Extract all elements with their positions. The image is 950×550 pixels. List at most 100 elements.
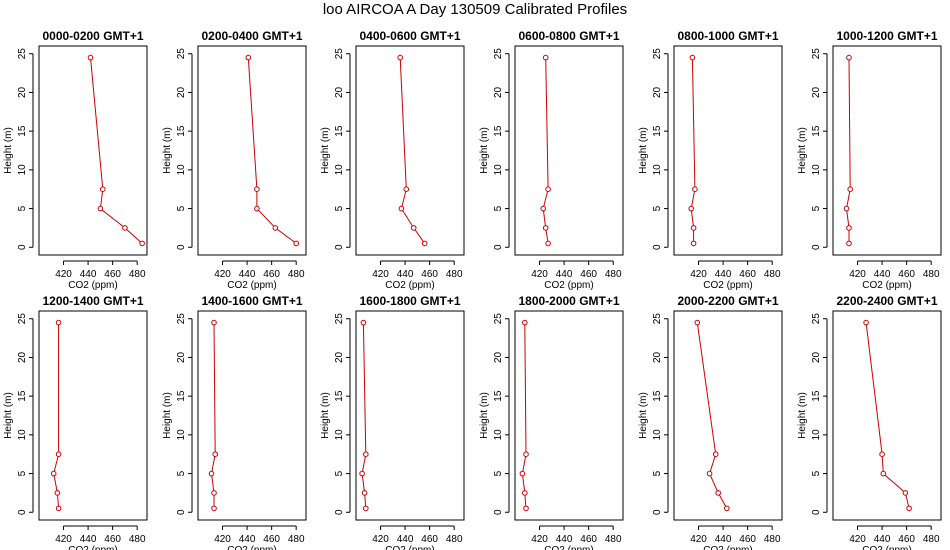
y-tick-label: 15 — [652, 125, 663, 137]
x-axis-label: CO2 (ppm) — [385, 545, 434, 550]
profile-panel: 0000-0200 GMT+1 420 440 460 480 CO2 (ppm) 0 5 10… — [3, 29, 148, 291]
y-tick-label: 15 — [493, 125, 504, 137]
x-tick-label: 420 — [55, 269, 72, 280]
x-tick-label: 480 — [288, 534, 305, 545]
plot-frame — [832, 310, 942, 521]
y-tick-label: 5 — [17, 470, 28, 476]
data-point — [523, 505, 529, 512]
y-tick-label: 15 — [334, 390, 345, 402]
data-point — [398, 205, 405, 212]
y-tick-label: 10 — [493, 429, 504, 441]
data-point — [902, 490, 909, 496]
profile-panel: 1000-1200 GMT+1 420 440 460 480 CO2 (ppm) 0 5 10… — [797, 29, 942, 291]
profile-panel: 0400-0600 GMT+1 420 440 460 480 CO2 (ppm) 0 5 10… — [320, 29, 465, 291]
data-point — [522, 490, 528, 496]
data-point — [879, 451, 885, 458]
x-tick-label: 460 — [580, 534, 597, 545]
x-tick-label: 460 — [104, 269, 121, 280]
data-point — [906, 505, 912, 512]
data-point — [724, 505, 730, 512]
panel-title: 0800-1000 GMT+1 — [677, 29, 778, 43]
y-tick-label: 10 — [652, 164, 663, 176]
y-tick-label: 15 — [176, 125, 187, 137]
panel-title: 1800-2000 GMT+1 — [518, 294, 619, 308]
series-line — [247, 57, 297, 244]
data-point — [50, 470, 57, 477]
x-axis-label: CO2 (ppm) — [68, 280, 117, 291]
data-point — [211, 490, 217, 496]
x-tick-label: 460 — [898, 534, 915, 545]
plot-frame — [514, 310, 624, 521]
series-line — [90, 57, 143, 244]
x-tick-label: 420 — [214, 534, 231, 545]
x-tick-label: 420 — [531, 534, 548, 545]
data-point — [542, 225, 549, 231]
y-tick-label: 25 — [652, 48, 663, 60]
x-tick-label: 440 — [397, 269, 414, 280]
figure-title: loo AIRCOA A Day 130509 Calibrated Profi… — [322, 1, 628, 18]
data-point — [694, 319, 701, 326]
y-axis-label: Height (m) — [638, 392, 649, 439]
profile-panel: 0800-1000 GMT+1 420 440 460 480 CO2 (ppm) 0 5 10… — [638, 29, 783, 291]
y-tick-label: 25 — [811, 313, 822, 325]
panel-title: 1200-1400 GMT+1 — [42, 294, 143, 308]
data-point — [690, 225, 697, 231]
y-tick-label: 25 — [17, 48, 28, 60]
y-tick-label: 25 — [176, 48, 187, 60]
data-point — [846, 54, 852, 61]
panel-title: 1600-1800 GMT+1 — [359, 294, 460, 308]
x-tick-label: 460 — [739, 534, 756, 545]
y-tick-label: 25 — [176, 313, 187, 325]
x-tick-label: 440 — [874, 269, 891, 280]
y-tick-label: 0 — [811, 244, 822, 250]
panel-title: 0200-0400 GMT+1 — [201, 29, 302, 43]
x-tick-label: 440 — [556, 269, 573, 280]
data-point — [97, 205, 104, 212]
data-point — [522, 319, 528, 326]
plot-frame — [673, 310, 783, 521]
y-tick-label: 25 — [811, 48, 822, 60]
data-point — [689, 54, 696, 61]
y-tick-label: 5 — [176, 470, 187, 476]
y-tick-label: 0 — [493, 244, 504, 250]
plot-frame — [38, 45, 148, 256]
y-tick-label: 25 — [334, 48, 345, 60]
x-tick-label: 460 — [421, 534, 438, 545]
x-tick-label: 420 — [55, 534, 72, 545]
y-tick-label: 10 — [652, 429, 663, 441]
y-tick-label: 0 — [176, 509, 187, 515]
y-tick-label: 20 — [334, 351, 345, 363]
y-tick-label: 15 — [493, 390, 504, 402]
y-tick-label: 0 — [334, 244, 345, 250]
y-tick-label: 15 — [811, 125, 822, 137]
data-point — [843, 205, 850, 212]
y-tick-label: 10 — [493, 164, 504, 176]
x-tick-label: 420 — [690, 534, 707, 545]
data-point — [87, 54, 94, 61]
data-point — [692, 186, 698, 192]
y-tick-label: 5 — [652, 470, 663, 476]
y-tick-label: 0 — [17, 244, 28, 250]
y-tick-label: 25 — [493, 313, 504, 325]
data-point — [847, 186, 854, 192]
data-point — [293, 240, 300, 247]
y-tick-label: 20 — [811, 351, 822, 363]
x-tick-label: 480 — [129, 534, 146, 545]
x-tick-label: 440 — [715, 269, 732, 280]
panel-title: 1400-1600 GMT+1 — [201, 294, 302, 308]
x-tick-label: 480 — [764, 269, 781, 280]
profile-panel: 2200-2400 GMT+1 420 440 460 480 CO2 (ppm) 0 5 10… — [797, 294, 942, 550]
data-point — [122, 225, 128, 231]
x-tick-label: 480 — [764, 534, 781, 545]
x-tick-label: 460 — [104, 534, 121, 545]
data-point — [542, 54, 549, 61]
x-tick-label: 440 — [874, 534, 891, 545]
profile-panel: 2000-2200 GMT+1 420 440 460 480 CO2 (ppm) 0 5 10… — [638, 294, 783, 550]
y-tick-label: 25 — [334, 313, 345, 325]
profile-panel: 1200-1400 GMT+1 420 440 460 480 CO2 (ppm) 0 5 10… — [3, 294, 148, 550]
y-axis-label: Height (m) — [479, 392, 490, 439]
data-point — [254, 205, 260, 212]
data-point — [519, 470, 526, 477]
profile-panel: 0200-0400 GMT+1 420 440 460 480 CO2 (ppm) 0 5 10… — [162, 29, 307, 291]
